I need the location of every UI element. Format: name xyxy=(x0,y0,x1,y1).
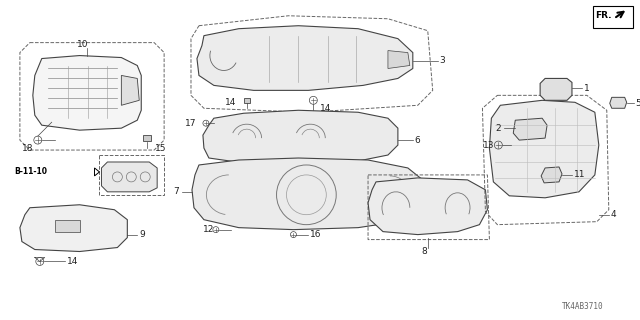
Polygon shape xyxy=(197,26,413,90)
Text: 12: 12 xyxy=(202,225,214,234)
Text: 11: 11 xyxy=(574,171,586,180)
Polygon shape xyxy=(513,118,547,140)
Polygon shape xyxy=(95,168,99,176)
Text: 9: 9 xyxy=(140,230,145,239)
Text: FR.: FR. xyxy=(595,11,611,20)
Polygon shape xyxy=(388,51,410,68)
Text: 18: 18 xyxy=(22,144,34,153)
Polygon shape xyxy=(490,100,599,198)
Text: 14: 14 xyxy=(320,104,332,113)
Text: 5: 5 xyxy=(636,99,640,108)
Text: 8: 8 xyxy=(422,247,428,256)
Text: 6: 6 xyxy=(415,136,420,145)
Polygon shape xyxy=(203,110,398,165)
Polygon shape xyxy=(33,56,141,130)
Polygon shape xyxy=(102,162,157,192)
Text: 14: 14 xyxy=(67,257,78,266)
Text: 7: 7 xyxy=(173,187,179,196)
Polygon shape xyxy=(540,78,572,100)
Text: 13: 13 xyxy=(483,140,494,149)
Bar xyxy=(143,135,151,141)
Polygon shape xyxy=(368,178,488,235)
Polygon shape xyxy=(610,97,627,108)
Text: 3: 3 xyxy=(440,56,445,65)
Polygon shape xyxy=(192,158,426,230)
Text: 17: 17 xyxy=(184,119,196,128)
Text: B-11-10: B-11-10 xyxy=(14,167,47,176)
Text: 16: 16 xyxy=(310,230,322,239)
Text: 1: 1 xyxy=(584,84,589,93)
Text: 14: 14 xyxy=(225,98,236,107)
Polygon shape xyxy=(54,220,79,232)
Polygon shape xyxy=(20,205,127,252)
Bar xyxy=(593,6,633,28)
Text: 2: 2 xyxy=(496,124,501,133)
Text: 10: 10 xyxy=(77,40,88,49)
Polygon shape xyxy=(122,76,140,105)
Text: 4: 4 xyxy=(611,210,616,219)
Polygon shape xyxy=(541,167,562,183)
Bar xyxy=(244,98,250,103)
Text: TK4AB3710: TK4AB3710 xyxy=(562,302,604,311)
Text: 15: 15 xyxy=(155,144,166,153)
